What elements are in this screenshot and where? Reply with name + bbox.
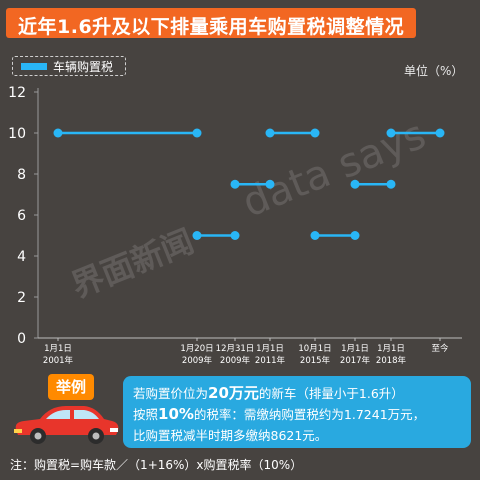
series-point (350, 179, 360, 189)
series-point (386, 179, 396, 189)
series-point (386, 128, 396, 138)
title-bar: 近年1.6升及以下排量乘用车购置税调整情况 (6, 8, 416, 38)
y-tick-label: 12 (8, 85, 26, 101)
callout-line-2: 按照10%的税率：需缴纳购置税约为1.7241万元， (133, 404, 425, 423)
series-point (265, 128, 275, 138)
callout-line-1-post: 的新车（排量小于1.6升） (258, 386, 404, 401)
y-tick-label: 6 (17, 208, 26, 224)
x-tick-label: 2011年 (255, 355, 286, 366)
x-tick-label: 2009年 (182, 355, 213, 366)
callout-rate: 10% (158, 405, 194, 423)
series-point (230, 179, 240, 189)
x-tick-label: 1月20日 (180, 344, 213, 354)
x-tick-label: 2018年 (376, 355, 407, 366)
x-tick-label: 2015年 (300, 355, 331, 366)
x-tick-label: 2009年 (220, 355, 251, 366)
x-tick-label: 1月1日 (256, 344, 284, 354)
series-point (435, 128, 445, 138)
legend-swatch (21, 63, 47, 70)
chart-title: 近年1.6升及以下排量乘用车购置税调整情况 (18, 16, 405, 38)
callout-line-1: 若购置价位为20万元的新车（排量小于1.6升） (133, 382, 404, 403)
x-tick-label: 2001年 (43, 355, 74, 366)
y-tick-label: 2 (17, 290, 26, 306)
series-point (192, 128, 202, 138)
unit-label: 单位（%） (404, 64, 464, 78)
callout-line-2-pre: 按照 (133, 407, 159, 422)
y-tick-label: 0 (17, 331, 26, 347)
example-badge: 举例 (48, 374, 94, 400)
series-point (230, 231, 240, 240)
y-tick-label: 10 (8, 126, 26, 142)
x-tick-label: 至今 (431, 343, 449, 354)
x-tick-label: 12月31日 (216, 344, 255, 354)
callout-price: 20万元 (208, 384, 259, 402)
x-tick-label: 1月1日 (44, 344, 72, 354)
x-tick-label: 1月1日 (341, 344, 369, 354)
chart-area: 0246810121月1日2001年1月20日2009年12月31日2009年1… (8, 85, 462, 366)
series-point (192, 231, 202, 240)
callout-line-3: 比购置税减半时期多缴纳8621元。 (133, 428, 328, 443)
x-tick-label: 1月1日 (377, 344, 405, 354)
callout-line-2-post: 的税率：需缴纳购置税约为1.7241万元， (193, 407, 426, 422)
callout-line-1-pre: 若购置价位为 (133, 386, 209, 401)
series-point (265, 179, 275, 189)
car-icon (14, 406, 119, 444)
footnote: 注：购置税=购车款／（1+16%）x购置税率（10%） (10, 458, 303, 472)
series-point (350, 231, 360, 240)
x-tick-label: 10月1日 (298, 344, 331, 354)
legend: 车辆购置税 (12, 56, 126, 76)
legend-label: 车辆购置税 (53, 60, 114, 74)
series-point (310, 128, 320, 138)
series-point (310, 231, 320, 240)
x-tick-label: 2017年 (340, 355, 371, 366)
example-callout: 若购置价位为20万元的新车（排量小于1.6升） 按照10%的税率：需缴纳购置税约… (123, 376, 471, 448)
y-tick-label: 8 (17, 167, 26, 183)
y-tick-label: 4 (17, 249, 26, 265)
series-point (53, 128, 63, 138)
